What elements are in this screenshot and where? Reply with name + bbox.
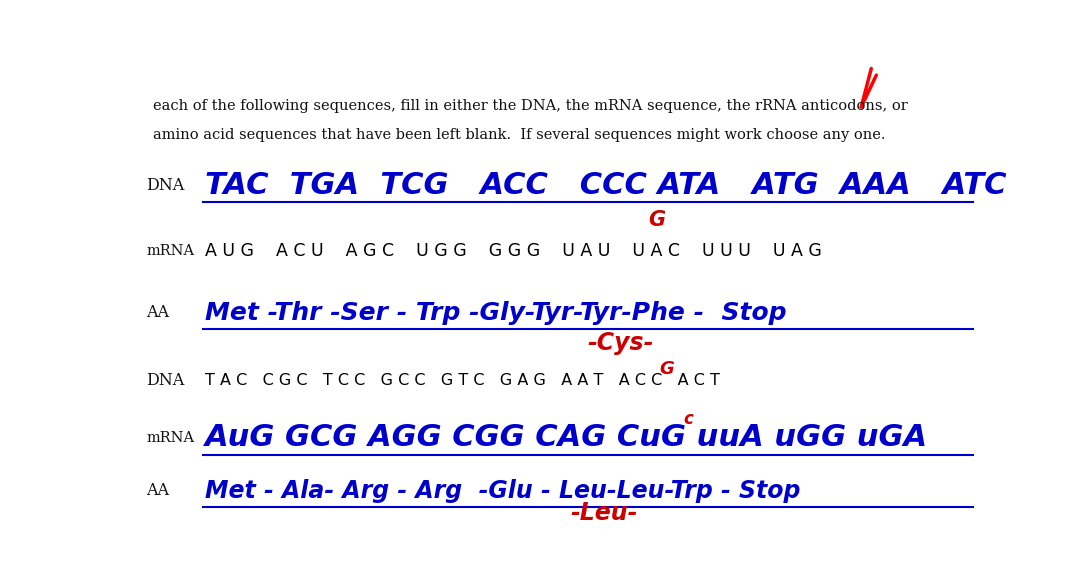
Text: -Cys-: -Cys- — [588, 331, 654, 355]
Text: mRNA: mRNA — [146, 431, 195, 445]
Text: G: G — [647, 210, 665, 230]
Text: Met - Ala- Arg - Arg  -Glu - Leu-Leu-Trp - Stop: Met - Ala- Arg - Arg -Glu - Leu-Leu-Trp … — [206, 478, 801, 502]
Text: TAC  TGA  TCG   ACC   CCC ATA   ATG  AAA   ATC: TAC TGA TCG ACC CCC ATA ATG AAA ATC — [206, 171, 1006, 199]
Text: T A C   C G C   T C C   G C C   G T C   G A G   A A T   A C C   A C T: T A C C G C T C C G C C G T C G A G A A … — [206, 373, 720, 388]
Text: DNA: DNA — [146, 372, 184, 389]
Text: each of the following sequences, fill in either the DNA, the mRNA sequence, the : each of the following sequences, fill in… — [152, 99, 907, 113]
Text: G: G — [659, 360, 675, 378]
Text: AA: AA — [146, 304, 169, 321]
Text: AA: AA — [146, 482, 169, 499]
Text: c: c — [683, 411, 693, 428]
Text: A U G    A C U    A G C    U G G    G G G    U A U    U A C    U U U    U A G: A U G A C U A G C U G G G G G U A U U A … — [206, 242, 823, 260]
Text: Met -Thr -Ser - Trp -Gly-Tyr-Tyr-Phe -  Stop: Met -Thr -Ser - Trp -Gly-Tyr-Tyr-Phe - S… — [206, 300, 787, 324]
Text: amino acid sequences that have been left blank.  If several sequences might work: amino acid sequences that have been left… — [152, 128, 886, 142]
Text: mRNA: mRNA — [146, 244, 195, 258]
Text: -Leu-: -Leu- — [570, 501, 638, 525]
Text: AuG GCG AGG CGG CAG CuG uuA uGG uGA: AuG GCG AGG CGG CAG CuG uuA uGG uGA — [206, 423, 928, 452]
Text: DNA: DNA — [146, 176, 184, 194]
